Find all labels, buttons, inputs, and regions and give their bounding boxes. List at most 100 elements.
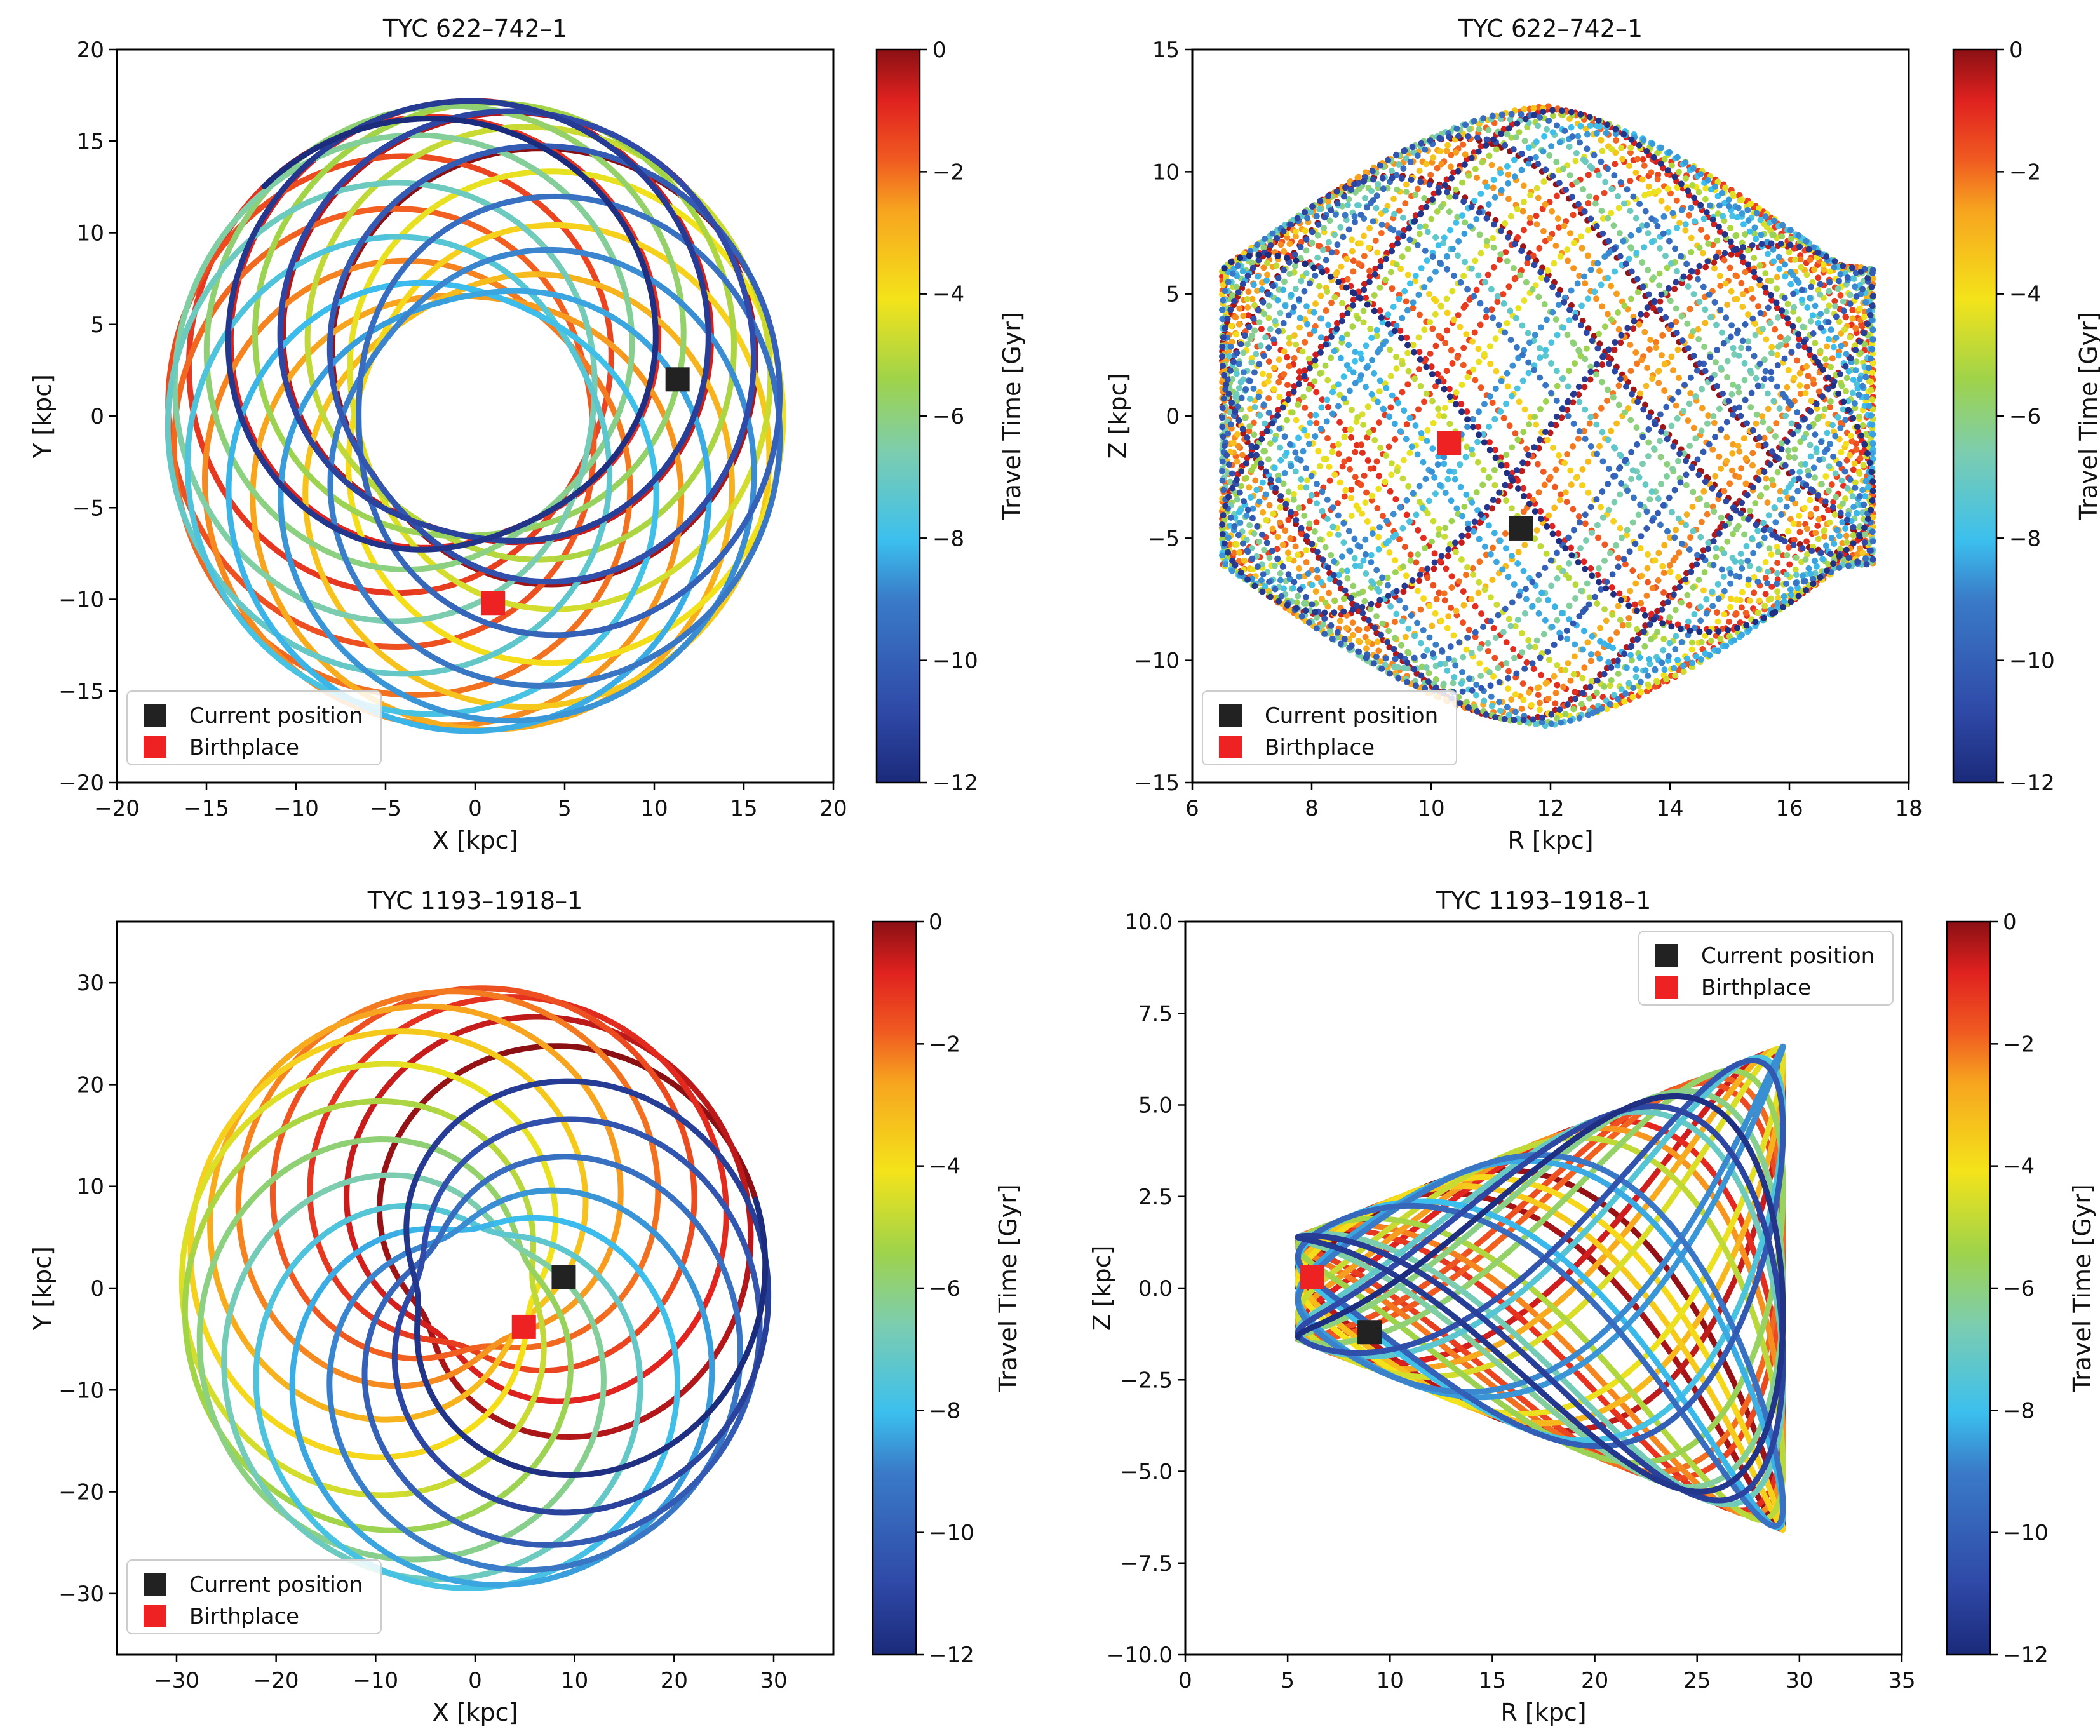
- legend: Current position Birthplace: [1638, 931, 1894, 1006]
- legend-birthplace-marker: [144, 1605, 166, 1627]
- x-tick-label: 12: [1537, 796, 1564, 821]
- x-tick-label: 30: [1786, 1668, 1813, 1693]
- y-tick-label: 5.0: [1138, 1093, 1173, 1119]
- colorbar-tick-label: −2: [2003, 1032, 2035, 1057]
- legend-birthplace-label: Birthplace: [1701, 975, 1811, 1000]
- x-axis-label: R [kpc]: [1500, 1699, 1586, 1726]
- x-tick-label: 5: [1281, 1668, 1295, 1693]
- y-tick-label: 15: [1152, 37, 1180, 63]
- colorbar-tick-label: −6: [2003, 1276, 2035, 1302]
- y-tick-label: −10: [58, 1378, 104, 1403]
- y-tick-label: 0: [90, 404, 104, 429]
- birthplace-marker: [1300, 1265, 1324, 1289]
- x-tick-label: 25: [1683, 1668, 1711, 1693]
- y-tick-label: −5.0: [1120, 1460, 1173, 1485]
- y-tick-label: 0: [1166, 404, 1180, 429]
- colorbar-tick-label: −2: [929, 1032, 960, 1057]
- current-position-marker: [1509, 516, 1533, 541]
- y-tick-label: −5: [72, 495, 104, 521]
- x-tick-label: 20: [819, 796, 847, 821]
- y-tick-label: 5: [1166, 282, 1180, 307]
- chart-title: TYC 622–742–1: [382, 15, 567, 43]
- y-tick-label: 30: [77, 971, 104, 996]
- y-tick-label: 10.0: [1124, 910, 1173, 935]
- colorbar-tick-label: −12: [2009, 770, 2055, 796]
- colorbar-tick-label: 0: [2003, 910, 2017, 935]
- x-tick-label: −20: [253, 1668, 299, 1693]
- colorbar-label: Travel Time [Gyr]: [994, 1184, 1022, 1392]
- legend-current-position-label: Current position: [1701, 943, 1875, 969]
- colorbar-tick-label: −2: [2009, 159, 2041, 185]
- x-tick-label: 30: [760, 1668, 787, 1693]
- current-position-marker: [665, 367, 690, 392]
- legend-box: [126, 690, 382, 765]
- x-tick-label: 16: [1775, 796, 1803, 821]
- x-tick-label: −20: [94, 796, 140, 821]
- legend-birthplace-label: Birthplace: [189, 735, 299, 760]
- current-position-marker: [551, 1265, 576, 1289]
- y-axis-label: Z [kpc]: [1088, 1246, 1116, 1331]
- x-tick-label: 10: [1417, 796, 1444, 821]
- current-position-marker: [1357, 1320, 1382, 1345]
- y-tick-label: 10: [1152, 159, 1180, 185]
- chart-title: TYC 1193–1918–1: [1436, 887, 1652, 915]
- legend-birthplace-marker: [144, 736, 166, 758]
- colorbar-tick-label: −8: [932, 526, 964, 551]
- y-tick-label: 20: [77, 37, 104, 63]
- x-tick-label: −10: [353, 1668, 398, 1693]
- legend-birthplace-marker: [1219, 736, 1242, 758]
- y-tick-label: −15: [1134, 770, 1180, 796]
- y-tick-label: 5: [90, 313, 104, 338]
- legend: Current position Birthplace: [126, 1559, 382, 1634]
- x-tick-label: −15: [184, 796, 229, 821]
- x-tick-label: 8: [1305, 796, 1319, 821]
- colorbar-label: Travel Time [Gyr]: [998, 312, 1026, 520]
- birthplace-marker: [1437, 431, 1462, 455]
- colorbar-tick-label: −6: [2009, 404, 2041, 429]
- legend-current-position-label: Current position: [189, 703, 363, 729]
- colorbar-tick-label: −4: [932, 282, 964, 307]
- y-tick-label: 10: [77, 1174, 104, 1200]
- x-tick-label: −30: [154, 1668, 199, 1693]
- x-tick-label: 6: [1185, 796, 1199, 821]
- legend-box: [1638, 931, 1894, 1006]
- colorbar-tick-label: −10: [932, 649, 978, 674]
- birthplace-marker: [511, 1314, 536, 1339]
- x-tick-label: 35: [1888, 1668, 1915, 1693]
- x-tick-label: 15: [730, 796, 757, 821]
- orbit-trace: [178, 985, 772, 1591]
- colorbar: [875, 48, 921, 784]
- x-tick-label: 10: [561, 1668, 588, 1693]
- y-tick-label: −15: [58, 679, 104, 704]
- legend-birthplace-label: Birthplace: [1265, 735, 1375, 760]
- colorbar-tick-label: −4: [929, 1154, 960, 1180]
- x-tick-label: 20: [661, 1668, 688, 1693]
- x-axis-label: X [kpc]: [433, 826, 518, 854]
- y-tick-label: 0: [90, 1276, 104, 1302]
- y-axis-label: Y [kpc]: [29, 1246, 57, 1331]
- legend-box: [126, 1559, 382, 1634]
- x-tick-label: 10: [640, 796, 668, 821]
- legend: Current position Birthplace: [1202, 690, 1457, 765]
- colorbar: [872, 920, 917, 1656]
- colorbar-tick-label: −10: [2003, 1521, 2049, 1546]
- colorbar-tick-label: −4: [2009, 282, 2041, 307]
- legend-birthplace-marker: [1655, 976, 1678, 999]
- legend-current-position-marker: [1219, 704, 1242, 727]
- y-tick-label: −30: [58, 1582, 104, 1607]
- orbit-trace: [165, 98, 786, 734]
- y-tick-label: −20: [58, 770, 104, 796]
- chart-title: TYC 622–742–1: [1458, 15, 1643, 43]
- x-tick-label: −5: [370, 796, 401, 821]
- colorbar-label: Travel Time [Gyr]: [2075, 312, 2100, 520]
- x-tick-label: 0: [468, 796, 482, 821]
- panel-bottom-right: 0 5 10 15 20 25 30 35 −10.0 −7.5 −5.0 −2.5 0.0 2.5 5.0…: [1088, 887, 2096, 1726]
- legend: Current position Birthplace: [126, 690, 382, 765]
- y-tick-label: −7.5: [1120, 1551, 1173, 1577]
- x-tick-label: 0: [1178, 1668, 1192, 1693]
- legend-current-position-marker: [144, 1573, 166, 1596]
- x-tick-label: 15: [1479, 1668, 1506, 1693]
- y-tick-label: 20: [77, 1072, 104, 1098]
- colorbar-tick-label: −4: [2003, 1154, 2035, 1180]
